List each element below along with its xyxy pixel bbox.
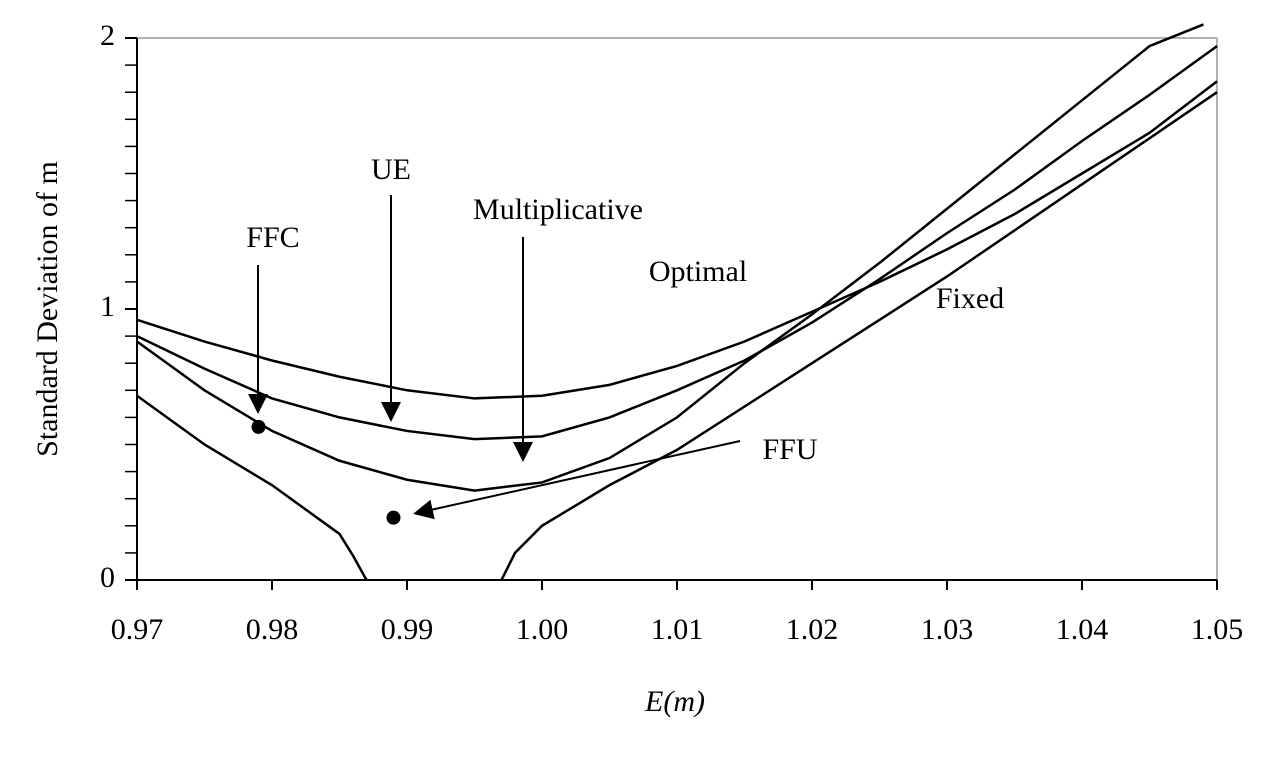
series-line [136,45,1218,441]
x-tick-label: 1.03 [921,613,974,646]
arrows [248,195,741,520]
annotation: Multiplicative [473,193,643,226]
point [386,510,401,525]
y-axis-label: Standard Deviation of m [31,161,64,457]
annotation: Optimal [649,255,747,288]
annotation: Fixed [936,282,1004,315]
x-tick-label: 1.02 [786,613,839,646]
x-tick-label: 0.98 [246,613,299,646]
annotation: UE [371,153,411,186]
series-line [136,23,1204,492]
arrow [413,440,741,520]
x-tick-label: 1.00 [516,613,569,646]
series-line [136,91,1218,581]
series-line [136,80,1218,400]
y-tick-label: 2 [100,19,115,52]
x-tick-label: 1.04 [1056,613,1109,646]
annotation: FFC [246,221,299,254]
x-axis-label: E(m) [644,685,705,718]
x-tick-label: 1.05 [1191,613,1244,646]
y-tick-label: 1 [100,290,115,323]
y-tick-label: 0 [100,561,115,594]
point [251,419,266,434]
x-tick-label: 0.99 [381,613,434,646]
x-tick-label: 1.01 [651,613,704,646]
x-tick-label: 0.97 [111,613,164,646]
annotation: FFU [762,433,817,466]
